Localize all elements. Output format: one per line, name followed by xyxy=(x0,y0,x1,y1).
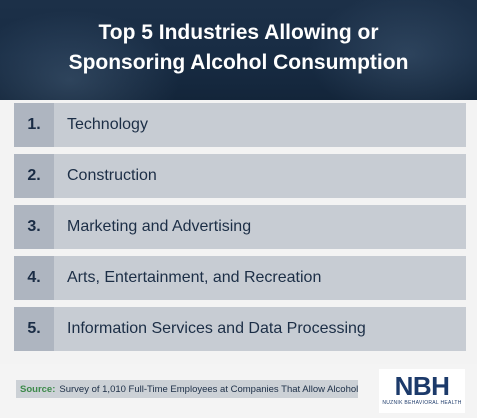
source-text: Survey of 1,010 Full-Time Employees at C… xyxy=(59,383,358,395)
logo-subtitle: NUZNIK BEHAVIORAL HEALTH xyxy=(382,400,462,406)
title-line-1: Top 5 Industries Allowing or xyxy=(98,21,379,44)
list-item-number: 3. xyxy=(14,205,54,249)
list-item-number: 4. xyxy=(14,256,54,300)
header-banner: Top 5 Industries Allowing or Sponsoring … xyxy=(0,0,477,100)
list-item-number: 1. xyxy=(14,103,54,147)
list-item-number: 2. xyxy=(14,154,54,198)
list-item-label: Technology xyxy=(54,103,466,147)
list-item-label: Marketing and Advertising xyxy=(54,205,466,249)
list-item-label: Arts, Entertainment, and Recreation xyxy=(54,256,466,300)
footer: Source: Survey of 1,010 Full-Time Employ… xyxy=(0,364,477,418)
list-item: 2. Construction xyxy=(14,154,466,198)
list-item: 3. Marketing and Advertising xyxy=(14,205,466,249)
list-item-label: Construction xyxy=(54,154,466,198)
logo-mark: NBH xyxy=(394,371,450,401)
list-item: 5. Information Services and Data Process… xyxy=(14,307,466,351)
list-item-label: Information Services and Data Processing xyxy=(54,307,466,351)
list-item: 4. Arts, Entertainment, and Recreation xyxy=(14,256,466,300)
title-line-2: Sponsoring Alcohol Consumption xyxy=(68,51,409,74)
list-item-number: 5. xyxy=(14,307,54,351)
source-label: Source: xyxy=(20,383,56,395)
page-title: Top 5 Industries Allowing or Sponsoring … xyxy=(0,18,477,78)
source-note: Source: Survey of 1,010 Full-Time Employ… xyxy=(16,380,358,398)
list-item: 1. Technology xyxy=(14,103,466,147)
nbh-logo: NBH NUZNIK BEHAVIORAL HEALTH xyxy=(379,369,465,413)
